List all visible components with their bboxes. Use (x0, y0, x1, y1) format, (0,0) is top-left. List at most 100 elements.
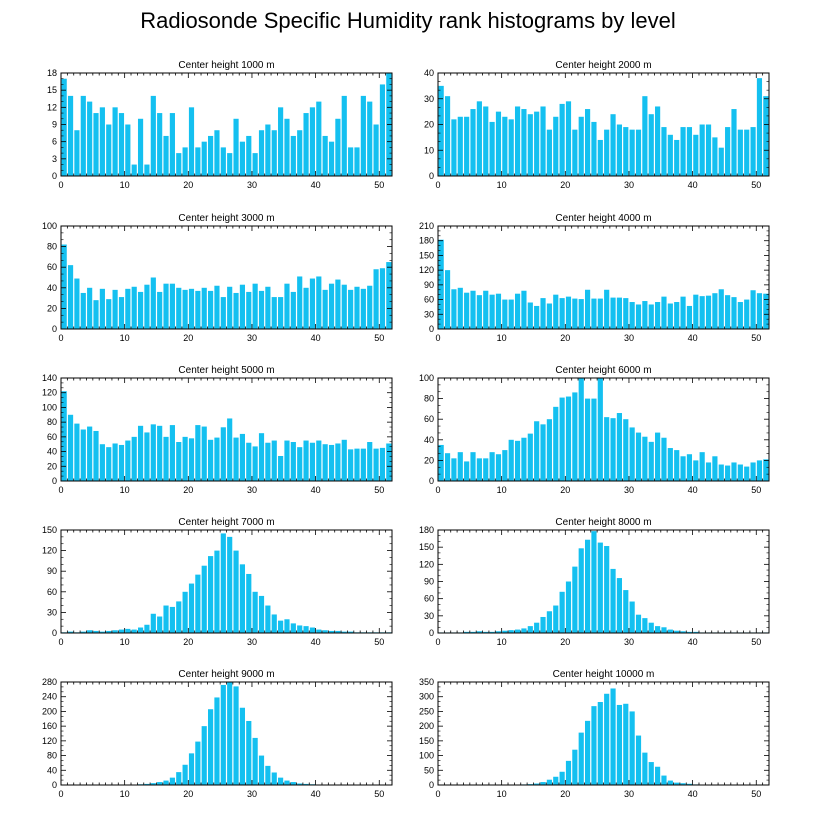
histogram-bar (763, 459, 769, 481)
histogram-bar (686, 783, 693, 785)
x-tick-label: 40 (311, 180, 321, 190)
histogram-bar (239, 141, 245, 176)
histogram-bar (693, 294, 699, 329)
histogram-bar (444, 96, 451, 176)
histogram-bar (144, 164, 150, 176)
histogram-bar (150, 783, 156, 785)
histogram-bar (80, 631, 86, 633)
panel-title: Center height 10000 m (553, 669, 655, 680)
histogram-bar (87, 426, 93, 481)
histogram-bar (578, 299, 584, 329)
plot-frame (437, 529, 770, 634)
histogram-bar (693, 631, 699, 633)
histogram-bar (629, 427, 635, 481)
histogram-bar (125, 288, 131, 329)
histogram-bar (284, 440, 290, 481)
histogram-bar (667, 780, 673, 785)
histogram-bar (252, 153, 258, 176)
y-tick-label: 60 (424, 594, 434, 604)
histogram-bar (265, 286, 271, 329)
histogram-bar (667, 448, 673, 481)
histogram-bar (667, 134, 673, 176)
y-tick-label: 40 (424, 68, 434, 78)
histogram-bar (559, 397, 565, 481)
histogram-bar (169, 777, 175, 785)
histogram-bar (572, 566, 578, 633)
histogram-bar (464, 116, 470, 176)
histogram-bar (265, 124, 271, 176)
x-tick-label: 30 (624, 333, 634, 343)
histogram-bar (718, 147, 724, 176)
histogram-bar (585, 720, 591, 785)
histogram-bar (604, 417, 610, 481)
histogram-bar (93, 630, 99, 633)
histogram-bar (527, 302, 533, 329)
y-tick-label: 50 (424, 765, 434, 775)
histogram-bar (578, 732, 584, 785)
histogram-bar (271, 772, 277, 785)
y-tick-label: 100 (419, 751, 434, 761)
x-tick-label: 40 (688, 789, 698, 799)
histogram-bar (322, 444, 328, 481)
histogram-bar (489, 631, 495, 633)
histogram-bar (655, 432, 661, 481)
histogram-bar (220, 533, 226, 633)
histogram-bar (635, 129, 642, 176)
histogram-bar (157, 113, 163, 176)
histogram-bar (553, 294, 559, 329)
histogram-bar (328, 444, 335, 481)
histogram-bar (106, 447, 112, 481)
plot-frame (60, 681, 393, 786)
histogram-bar (534, 305, 540, 329)
histogram-bar (176, 601, 182, 633)
histogram-bar (118, 629, 125, 633)
histogram-bar (712, 137, 718, 177)
y-tick-label: 350 (419, 677, 434, 687)
y-tick-label: 150 (419, 542, 434, 552)
histogram-bar (131, 286, 137, 329)
x-tick-label: 20 (560, 333, 570, 343)
histogram-bar (99, 631, 105, 633)
x-tick-label: 20 (183, 180, 193, 190)
histogram-bar (502, 450, 508, 481)
histogram-bar (699, 452, 705, 481)
histogram-bar (386, 262, 392, 329)
histogram-bar (597, 378, 603, 481)
histogram-bar (246, 720, 252, 785)
histogram-bar (208, 709, 214, 785)
x-tick-label: 0 (435, 485, 440, 495)
x-tick-label: 20 (183, 485, 193, 495)
x-tick-label: 0 (435, 333, 440, 343)
x-tick-label: 30 (247, 789, 257, 799)
histogram-bar (176, 153, 182, 176)
y-tick-label: 0 (429, 628, 434, 638)
histogram-bar (265, 605, 271, 633)
histogram-bar (106, 630, 112, 633)
histogram-bar (591, 706, 597, 785)
histogram-bar (546, 779, 552, 785)
x-tick-label: 10 (497, 789, 507, 799)
histogram-bar (718, 289, 724, 329)
x-tick-label: 20 (183, 789, 193, 799)
histogram-bar (756, 293, 763, 329)
y-tick-label: 0 (429, 324, 434, 334)
histogram-bar (521, 437, 527, 481)
histogram-bar (725, 295, 731, 329)
histogram-bar (233, 686, 239, 785)
histogram-bar (157, 782, 163, 785)
histogram-bar (163, 135, 169, 176)
histogram-bar (553, 776, 559, 785)
histogram-bar (182, 436, 188, 481)
histogram-bar (61, 78, 67, 176)
histogram-bar (705, 295, 712, 329)
y-tick-label: 120 (42, 546, 57, 556)
histogram-bar (106, 299, 112, 329)
histogram-bar (220, 147, 226, 176)
histogram-bar (686, 305, 693, 329)
histogram-bar (309, 107, 316, 176)
histogram-bar (112, 107, 118, 176)
y-tick-label: 40 (424, 435, 434, 445)
x-tick-label: 40 (688, 637, 698, 647)
x-tick-label: 10 (497, 485, 507, 495)
histogram-bar (585, 398, 591, 481)
